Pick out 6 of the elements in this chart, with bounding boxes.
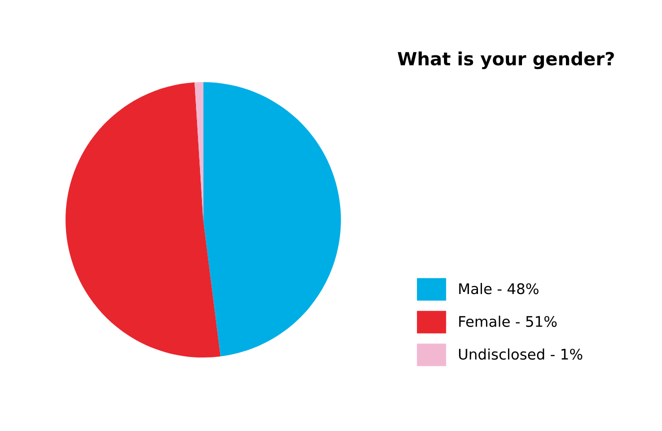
pie-slice [66, 82, 220, 358]
legend-label: Female - 51% [459, 316, 557, 327]
legend-label: Undisclosed - 1% [459, 348, 582, 360]
chart-title: What is your gender? [398, 52, 614, 70]
pie-slice [203, 82, 341, 356]
legend-label: Male - 48% [459, 282, 538, 294]
